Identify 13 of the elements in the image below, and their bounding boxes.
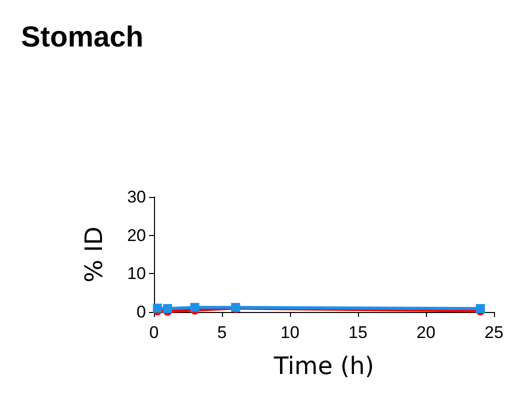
x-axis-title: Time (h) [272,352,374,380]
y-tick-label: 30 [127,188,146,206]
x-tick-label: 20 [416,323,436,342]
y-tick-label: 10 [127,264,146,284]
x-tick-label: 25 [484,323,504,342]
x-tick-label: 5 [217,323,227,342]
y-axis-title: % ID [80,226,108,282]
x-tick-label: 10 [280,323,300,342]
y-tick-label: 0 [136,302,146,322]
x-tick-label: 0 [149,323,159,342]
y-tick-label: 20 [127,226,146,245]
x-tick-label: 15 [348,323,368,342]
chart-title: Stomach [21,22,144,54]
